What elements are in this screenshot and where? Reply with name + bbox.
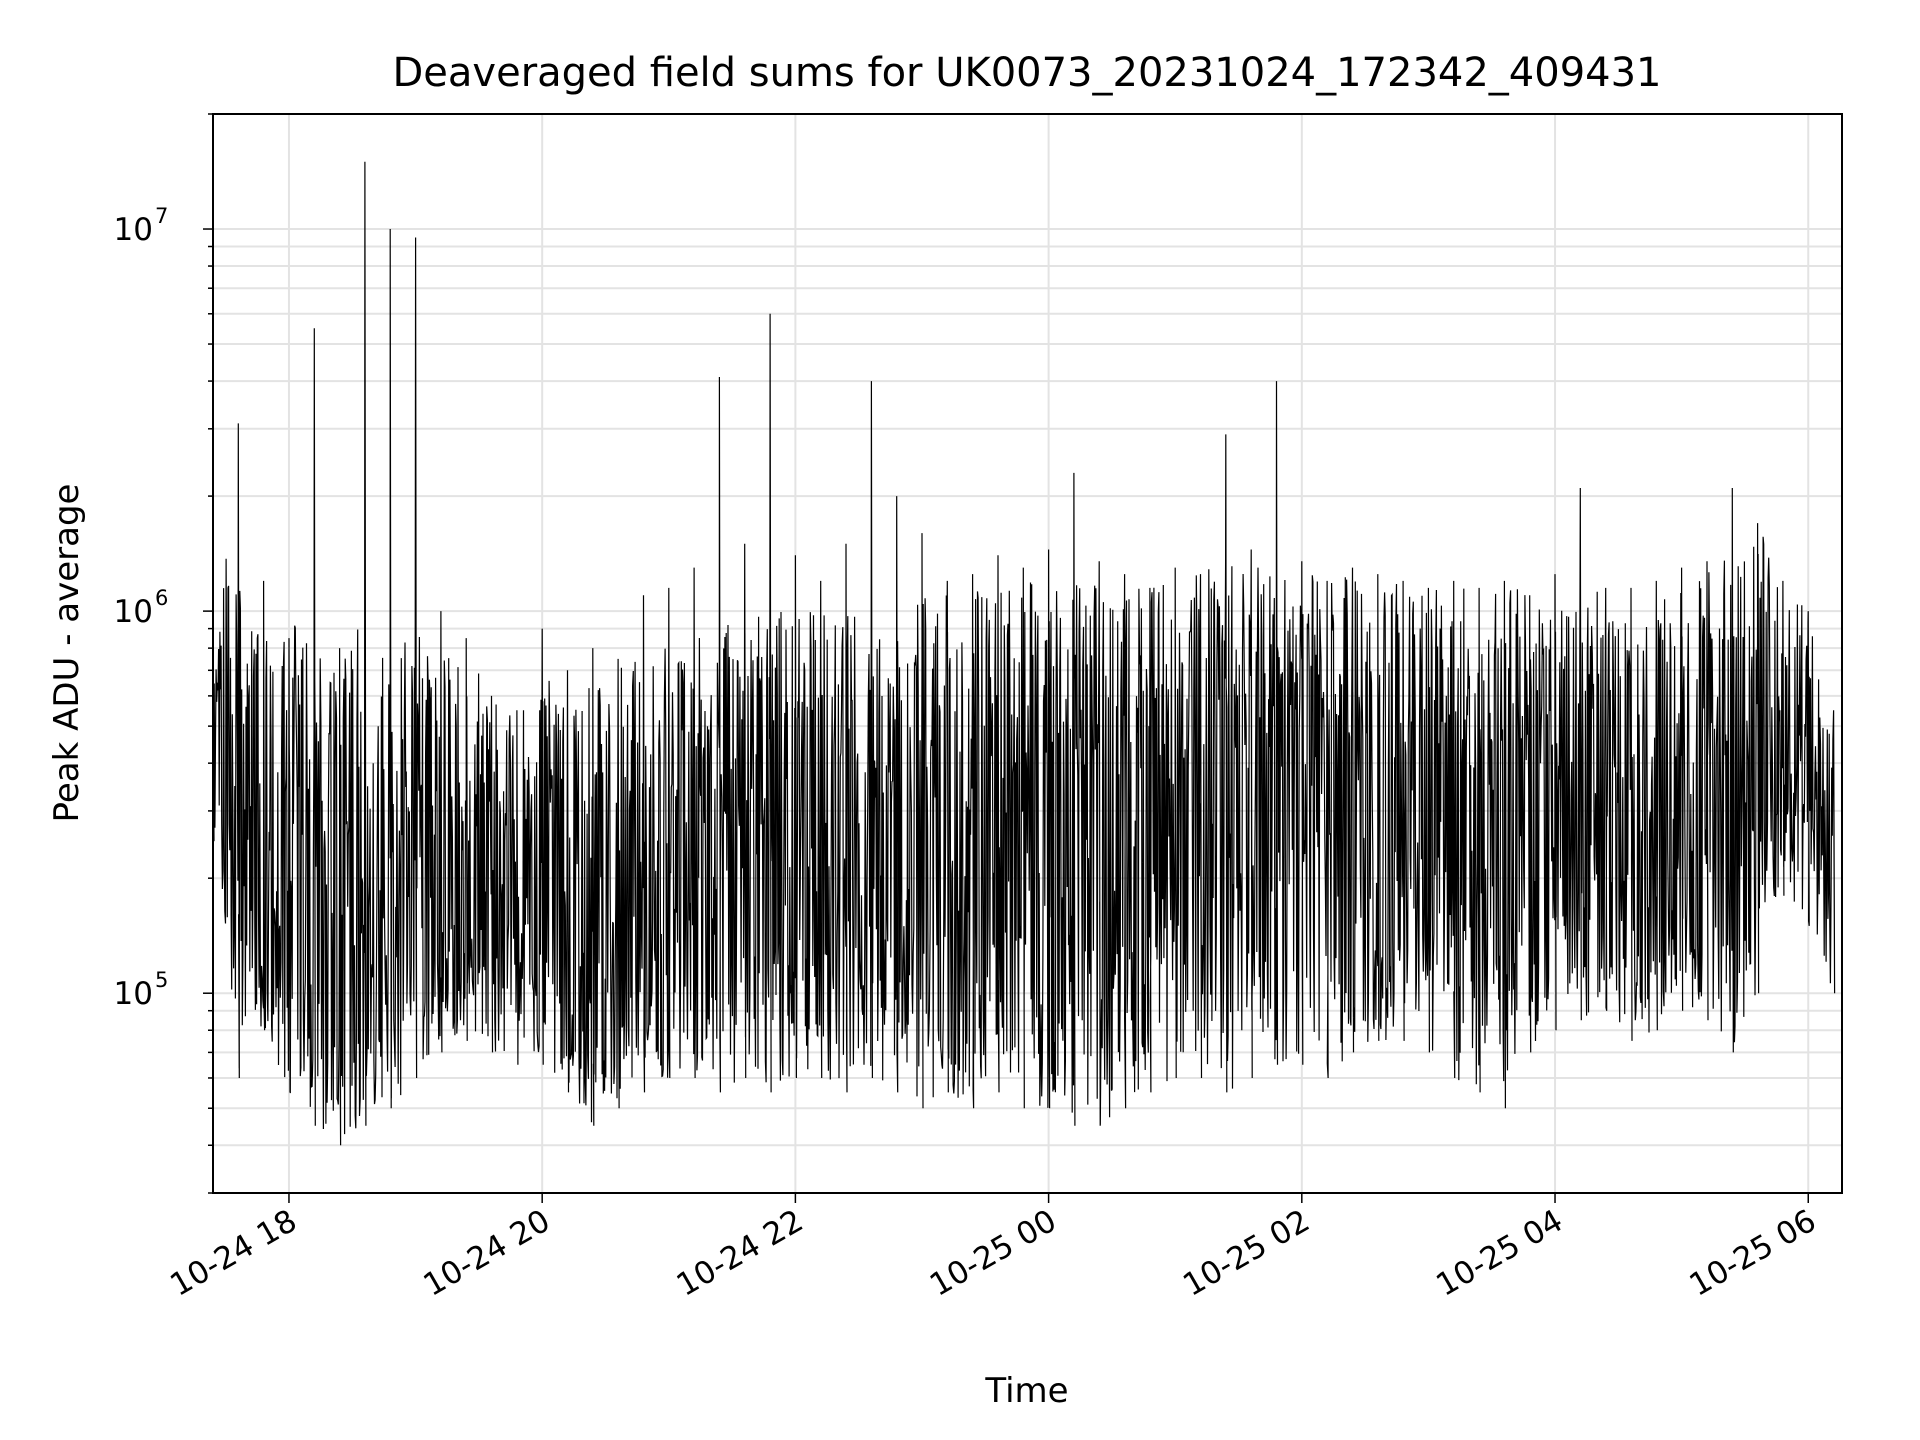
y-tick-label-exponent: 7 xyxy=(155,204,168,228)
y-axis-label: Peak ADU - average xyxy=(47,484,87,823)
x-axis-label: Time xyxy=(984,1371,1068,1411)
plot-frame xyxy=(212,113,1843,1194)
series-line xyxy=(213,161,1836,1146)
series-path xyxy=(213,161,1836,1146)
y-tick-label: 10 xyxy=(114,212,153,248)
y-tick-label: 10 xyxy=(114,976,153,1012)
y-tick-label-exponent: 5 xyxy=(155,968,168,992)
y-tick-label-exponent: 6 xyxy=(155,586,168,610)
y-tick-label: 10 xyxy=(114,594,153,630)
chart-title: Deaveraged field sums for UK0073_2023102… xyxy=(392,50,1661,96)
